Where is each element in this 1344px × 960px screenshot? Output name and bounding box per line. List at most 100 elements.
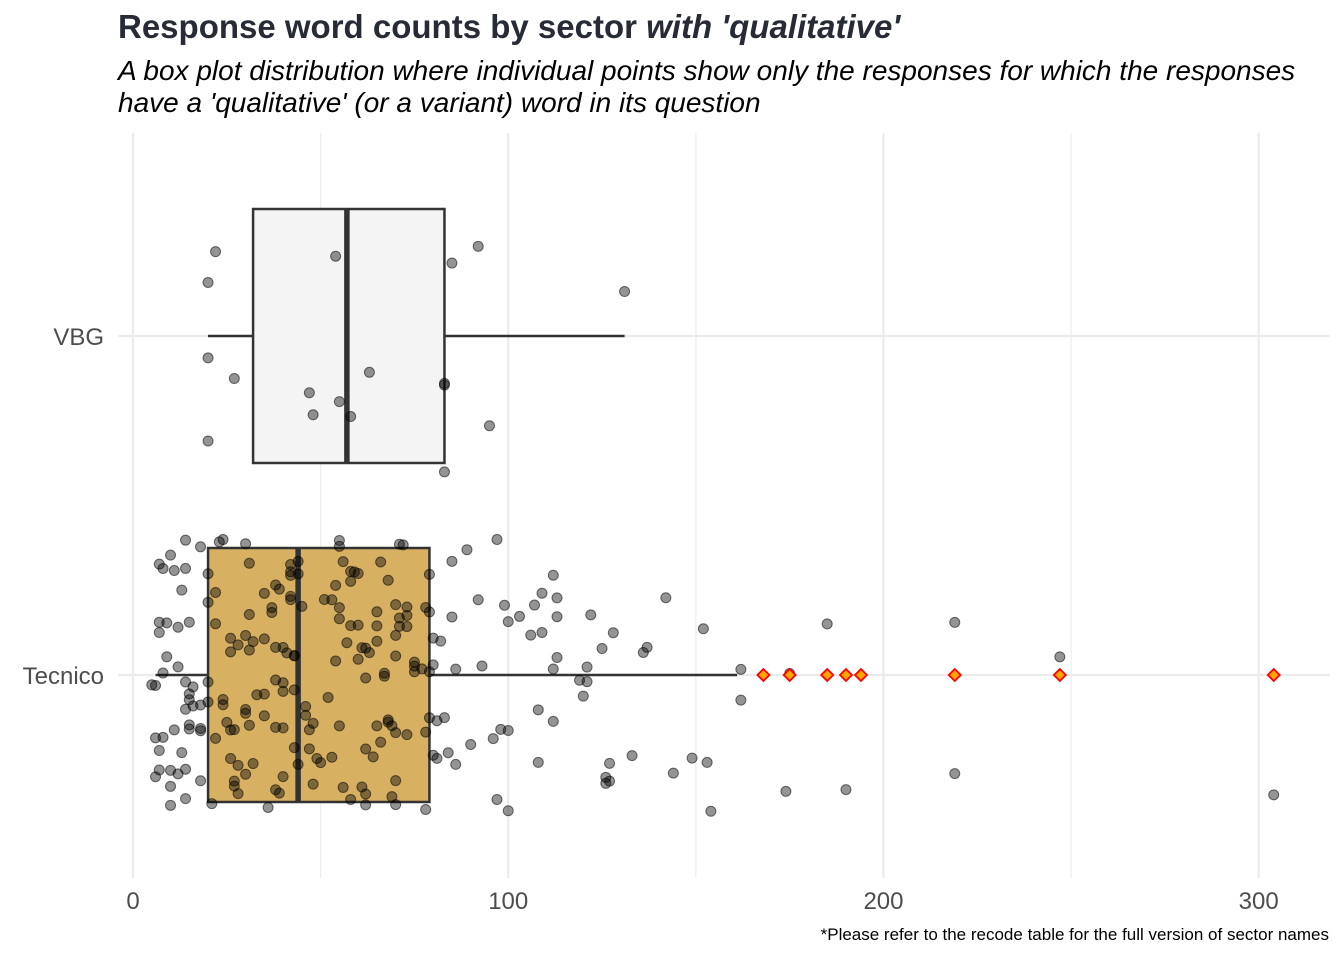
- jitter-point: [345, 620, 357, 632]
- jitter-point: [577, 690, 589, 702]
- jitter-point: [266, 606, 278, 618]
- jitter-point: [146, 679, 158, 691]
- jitter-point: [153, 626, 165, 638]
- jitter-point: [210, 586, 222, 598]
- jitter-point: [176, 747, 188, 759]
- jitter-point: [183, 616, 195, 628]
- chart-title-main: Response word counts by sector: [118, 8, 647, 45]
- jitter-point: [153, 764, 165, 776]
- jitter-point: [277, 771, 289, 783]
- jitter-point: [393, 538, 405, 550]
- outlier-point: [1266, 667, 1281, 683]
- jitter-point: [360, 642, 372, 654]
- jitter-point: [258, 587, 270, 599]
- jitter-point: [491, 534, 503, 546]
- outlier-point: [947, 667, 963, 683]
- jitter-point: [502, 616, 514, 628]
- jitter-point: [243, 719, 255, 731]
- jitter-point: [277, 722, 289, 734]
- jitter-point: [292, 555, 304, 567]
- jitter-point: [285, 594, 297, 606]
- jitter-point: [397, 539, 409, 551]
- jitter-point: [446, 555, 458, 567]
- jitter-point: [300, 709, 312, 721]
- jitter-point: [551, 651, 563, 663]
- jitter-point: [333, 396, 345, 408]
- jitter-point: [547, 569, 559, 581]
- chart-title-italic: with 'qualitative': [646, 8, 901, 45]
- jitter-point: [202, 568, 214, 580]
- jitter-point: [202, 676, 214, 688]
- x-tick-label: 300: [1239, 888, 1279, 915]
- jitter-point: [701, 756, 713, 768]
- jitter-point: [378, 670, 390, 682]
- jitter-point: [307, 778, 319, 790]
- chart-title: Response word counts by sector with 'qua…: [118, 8, 900, 46]
- jitter-point: [202, 352, 214, 364]
- jitter-point: [202, 696, 214, 708]
- jitter-point: [427, 659, 439, 671]
- jitter-point: [423, 606, 435, 618]
- jitter-point: [390, 775, 402, 787]
- jitter-point: [153, 616, 165, 628]
- jitter-point: [450, 758, 462, 770]
- jitter-point: [337, 781, 349, 793]
- jitter-point: [476, 660, 488, 672]
- jitter-point: [390, 599, 402, 611]
- jitter-point: [619, 286, 631, 298]
- jitter-point: [172, 621, 184, 633]
- jitter-point: [326, 594, 338, 606]
- jitter-point: [273, 787, 285, 799]
- jitter-point: [180, 534, 192, 546]
- jitter-point: [258, 688, 270, 700]
- jitter-point: [401, 621, 413, 633]
- outlier-point: [782, 667, 797, 683]
- jitter-point: [176, 584, 188, 596]
- outlier-point: [1052, 667, 1068, 683]
- jitter-point: [288, 742, 300, 754]
- jitter-point: [341, 637, 353, 649]
- jitter-point: [183, 719, 195, 731]
- jitter-point: [446, 257, 458, 269]
- jitter-point: [240, 538, 252, 550]
- jitter-point: [821, 618, 833, 630]
- jitter-point: [390, 727, 402, 739]
- jitter-point: [686, 752, 698, 764]
- jitter-point: [303, 743, 315, 755]
- jitter-point: [337, 556, 349, 568]
- jitter-point: [386, 791, 398, 803]
- jitter-point: [168, 724, 180, 736]
- box-tecnico: [206, 546, 431, 804]
- jitter-point: [585, 609, 597, 621]
- jitter-point: [311, 752, 323, 764]
- jitter-point: [180, 562, 192, 574]
- jitter-point: [333, 540, 345, 552]
- jitter-point: [330, 655, 342, 667]
- jitter-point: [667, 767, 679, 779]
- jitter-point: [172, 661, 184, 673]
- jitter-point: [438, 377, 450, 389]
- jitter-point: [502, 805, 514, 817]
- jitter-point: [303, 724, 315, 736]
- jitter-point: [330, 250, 342, 262]
- jitter-point: [551, 592, 563, 604]
- jitter-point: [393, 620, 405, 632]
- jitter-point: [183, 723, 195, 735]
- chart-caption: *Please refer to the recode table for th…: [820, 925, 1329, 944]
- x-tick-label: 100: [488, 888, 528, 915]
- jitter-point: [378, 667, 390, 679]
- jitter-point: [483, 420, 495, 432]
- jitter-point: [1268, 789, 1280, 801]
- chart-subtitle: A box plot distribution where individual…: [118, 55, 1295, 119]
- jitter-point: [735, 694, 747, 706]
- axis-layer: 0 100 200 300 Tecnico VBG: [23, 324, 1279, 915]
- jitter-point: [360, 799, 372, 811]
- jitter-point: [438, 712, 450, 724]
- jitter-point: [240, 707, 252, 719]
- jitter-point: [161, 651, 173, 663]
- jitter-point: [697, 623, 709, 635]
- jitter-point: [292, 758, 304, 770]
- jitter-point: [551, 611, 563, 623]
- jitter-point: [232, 759, 244, 771]
